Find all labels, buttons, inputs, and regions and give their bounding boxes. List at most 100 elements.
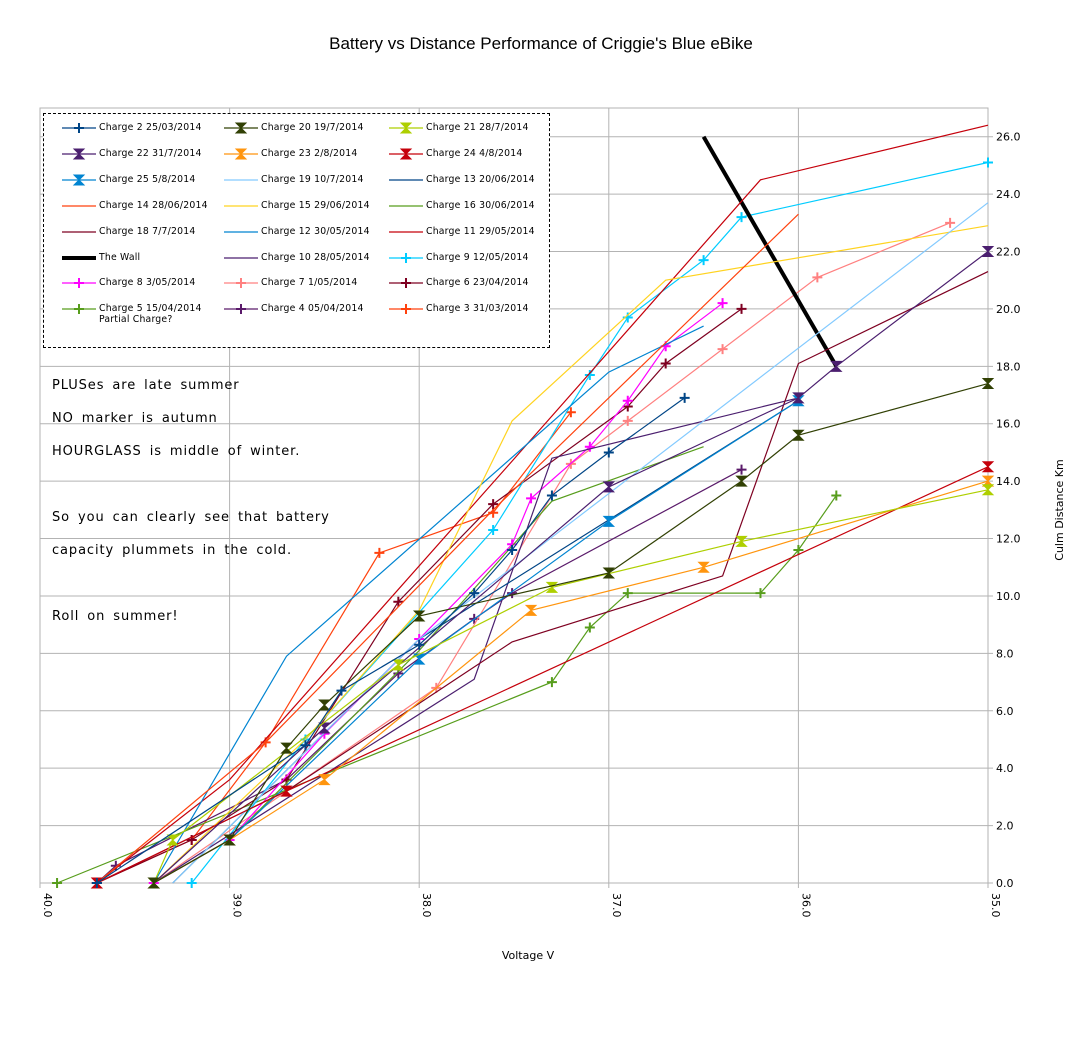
data-point-plus [236, 304, 246, 314]
y-tick-label: 2.0 [996, 820, 1014, 833]
data-point-plus [74, 304, 84, 314]
data-point-hourglass [602, 515, 616, 527]
data-point-hourglass [72, 148, 86, 160]
series-charge-5-15-04-2014 [52, 490, 842, 888]
y-tick-label: 16.0 [996, 418, 1021, 431]
series-line [153, 400, 799, 884]
data-point-hourglass [147, 877, 160, 889]
data-point-hourglass [792, 429, 805, 441]
series-charge-20-19-7-2014 [147, 378, 995, 889]
data-point-hourglass [412, 610, 426, 622]
data-point-hourglass [981, 246, 995, 258]
legend-label: Charge 16 30/06/2014 [426, 200, 535, 211]
y-axis-label: Culm Distance Km [1053, 459, 1066, 560]
legend-label: Charge 19 10/7/2014 [261, 174, 364, 185]
legend-label: Charge 9 12/05/2014 [426, 252, 529, 263]
legend-label: Charge 18 7/7/2014 [99, 226, 196, 237]
x-tick-label: 39.0 [231, 893, 244, 918]
legend: Charge 2 25/03/2014 Charge 20 19/7/2014 Ch… [43, 113, 550, 348]
data-point-plus [736, 464, 747, 475]
annotation-text: Roll on summer! [52, 609, 179, 624]
legend-label: Charge 25 5/8/2014 [99, 174, 196, 185]
data-point-plus [565, 407, 576, 418]
data-point-plus [717, 298, 728, 309]
series-line [153, 480, 989, 884]
data-point-plus [983, 157, 993, 168]
series-line [172, 202, 989, 884]
legend-swatch [389, 253, 423, 263]
series-line [96, 411, 572, 884]
legend-swatch [224, 304, 258, 314]
legend-label: Charge 21 28/7/2014 [426, 122, 529, 133]
data-point-plus [91, 878, 102, 888]
x-axis-label: Voltage V [502, 949, 555, 962]
y-tick-label: 4.0 [996, 762, 1014, 775]
legend-label: Charge 22 31/7/2014 [99, 148, 202, 159]
data-point-plus [488, 499, 499, 510]
data-point-hourglass [792, 392, 805, 404]
legend-swatch [224, 122, 258, 134]
series-charge-15-29-06-2014 [153, 225, 989, 884]
data-point-hourglass [318, 774, 331, 786]
data-point-plus [401, 278, 411, 288]
data-point-hourglass [981, 475, 995, 487]
annotation-text: capacity plummets in the cold. [52, 543, 292, 558]
data-point-plus [74, 123, 84, 133]
legend-swatch [62, 174, 96, 186]
series-charge-10-28-05-2014 [153, 397, 799, 884]
data-point-hourglass [399, 148, 413, 160]
data-point-hourglass [72, 174, 86, 186]
legend-swatch [224, 179, 258, 181]
data-point-plus [793, 545, 804, 556]
series-line [701, 135, 839, 368]
legend-swatch [62, 123, 96, 133]
legend-swatch [389, 148, 423, 160]
legend-swatch [389, 278, 423, 288]
data-point-plus [736, 303, 747, 314]
x-tick-label: 36.0 [799, 893, 812, 918]
axes: 40.0 39.0 38.0 37.0 36.0 35.0 0.0 2.0 4.0 6.0 8.0 1… [41, 131, 1021, 918]
data-point-hourglass [602, 567, 616, 579]
data-point-hourglass [602, 481, 616, 493]
data-point-hourglass [280, 785, 293, 797]
data-point-plus [186, 878, 197, 888]
data-point-hourglass [830, 360, 843, 372]
legend-swatch [224, 257, 258, 259]
data-point-hourglass [981, 484, 995, 496]
y-tick-label: 6.0 [996, 705, 1014, 718]
legend-swatch [224, 148, 258, 160]
series-charge-23-2-8-2014 [147, 475, 995, 889]
annotation-text: NO marker is autumn [52, 411, 218, 426]
legend-swatch [62, 256, 96, 260]
data-point-plus [374, 547, 385, 558]
data-point-plus [401, 253, 411, 263]
data-point-hourglass [697, 561, 710, 573]
data-point-plus [736, 212, 747, 223]
x-tick-label: 35.0 [989, 893, 1002, 918]
data-point-hourglass [735, 535, 748, 547]
data-point-plus [488, 524, 499, 535]
data-point-plus [300, 740, 311, 751]
annotation-text: So you can clearly see that battery [52, 510, 330, 525]
legend-label: Charge 12 30/05/2014 [261, 226, 370, 237]
data-point-hourglass [981, 461, 995, 473]
x-tick-label: 37.0 [610, 893, 623, 918]
data-point-hourglass [166, 834, 179, 846]
data-point-plus [698, 255, 709, 266]
y-tick-label: 26.0 [996, 131, 1021, 144]
series-the-wall [701, 135, 839, 368]
y-tick-label: 10.0 [996, 590, 1021, 603]
data-point-plus [812, 272, 823, 283]
data-point-hourglass [223, 834, 236, 846]
data-point-plus [507, 588, 518, 599]
chart-title: Battery vs Distance Performance of Crigg… [329, 34, 753, 53]
legend-swatch [389, 205, 423, 207]
data-point-plus [755, 588, 766, 599]
data-point-hourglass [318, 722, 331, 734]
data-point-plus [831, 490, 842, 501]
x-tick-label: 40.0 [41, 893, 54, 918]
y-tick-label: 24.0 [996, 188, 1021, 201]
legend-swatch [224, 231, 258, 233]
data-point-plus [622, 395, 633, 406]
